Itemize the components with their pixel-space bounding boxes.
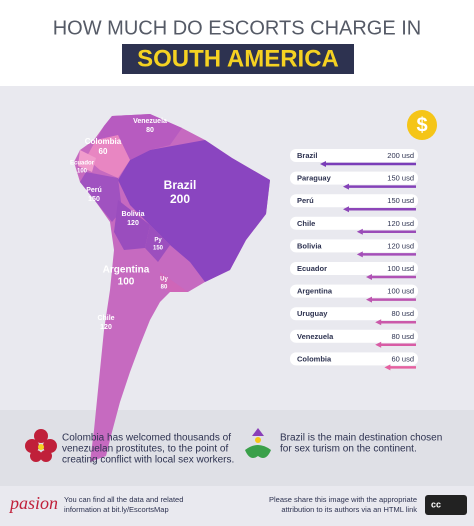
row-label: Brazil — [297, 151, 317, 160]
badge-text: $ — [416, 114, 427, 136]
mask-icon — [245, 428, 271, 458]
arrow-head — [343, 206, 349, 213]
map-label-value: 100 — [118, 277, 135, 288]
map-label-name: Bolivia — [122, 211, 145, 218]
arrow-head — [375, 341, 382, 348]
row-box — [290, 262, 418, 275]
note-line: creating conflict with local sex workers… — [62, 455, 234, 466]
note-line: venezuelan prostitutes, to the point of — [62, 444, 228, 455]
row-box — [290, 307, 418, 321]
highlight-box — [122, 44, 354, 74]
row-label: Argentina — [297, 287, 333, 296]
notes-bg — [0, 410, 474, 486]
highlight: SOUTH AMERICA — [137, 45, 339, 72]
arrow-head — [343, 183, 349, 190]
arrow-head — [375, 319, 382, 326]
map-label-value: 80 — [161, 285, 168, 291]
row-box — [290, 239, 418, 253]
logo: pasion — [8, 493, 58, 513]
footer-left: You can find all the data and related — [64, 495, 183, 504]
notch — [62, 402, 78, 410]
value-label: 60 usd — [391, 354, 414, 363]
arrow-head — [366, 296, 372, 303]
map-label-name: Venezuela — [133, 118, 167, 125]
region-peru — [80, 172, 122, 222]
region-brazil — [118, 140, 270, 282]
map — [74, 114, 270, 462]
orchid-icon — [25, 429, 57, 462]
map-label-value: 80 — [146, 127, 154, 134]
row-label: Ecuador — [297, 264, 327, 273]
map-label-value: 150 — [88, 196, 100, 203]
bar-list: Brazil 200 usd Paraguay 150 usd Perú 150 usd C… — [290, 149, 418, 371]
footer-left: information at bit.ly/EscortsMap — [64, 505, 169, 514]
value-label: 100 usd — [387, 287, 414, 296]
row-box — [290, 194, 418, 208]
arrow-head — [356, 251, 363, 258]
value-label: 200 usd — [387, 151, 414, 160]
map-label-value: 100 — [77, 169, 88, 175]
map-label-name: Brazil — [164, 178, 197, 192]
row-label: Uruguay — [297, 309, 328, 318]
arrow-head — [320, 161, 326, 167]
arrow-head — [384, 364, 391, 371]
arrow-head — [366, 274, 372, 280]
map-label-value: 120 — [100, 324, 112, 331]
notes: Colombia has welcomed thousands ofvenezu… — [62, 433, 442, 466]
footer-right: Please share this image with the appropr… — [269, 495, 417, 504]
row-box — [290, 284, 418, 298]
value-label: 120 usd — [387, 241, 414, 250]
license-badge — [425, 495, 467, 515]
row-box — [290, 216, 418, 230]
title: HOW MUCH DO ESCORTS CHARGE IN — [53, 17, 422, 39]
arrow-head — [356, 228, 363, 235]
row-label: Colombia — [297, 354, 332, 363]
region-paraguay — [145, 225, 170, 262]
note-line: Brazil is the main destination chosen — [280, 433, 442, 444]
note-line: for sex turism on the continent. — [280, 444, 417, 455]
region-bolivia — [114, 200, 150, 250]
region-ecuador — [78, 150, 96, 172]
value-label: 80 usd — [391, 332, 414, 341]
value-label: 150 usd — [387, 174, 414, 183]
row-box — [290, 329, 418, 343]
map-label-name: Ecuador — [70, 161, 95, 167]
row-label: Paraguay — [297, 174, 332, 183]
note-line: Colombia has welcomed thousands of — [62, 433, 231, 444]
map-label-name: Chile — [97, 315, 114, 322]
value-label: 120 usd — [387, 219, 414, 228]
value-label: 100 usd — [387, 264, 414, 273]
footer: You can find all the data and relatedinf… — [64, 495, 417, 514]
map-label-value: 150 — [153, 246, 164, 252]
map-label-value: 120 — [127, 220, 139, 227]
value-label: 80 usd — [391, 309, 414, 318]
badge — [407, 110, 437, 140]
row-label: Perú — [297, 196, 314, 205]
region-uruguay — [160, 272, 188, 292]
value-label: 150 usd — [387, 196, 414, 205]
row-label: Venezuela — [297, 332, 334, 341]
map-label-value: 200 — [170, 192, 190, 206]
map-label-name: Perú — [86, 187, 102, 194]
map-label-value: 60 — [99, 147, 108, 156]
region-colombia — [86, 135, 130, 178]
map-label-name: Colombia — [85, 137, 122, 146]
footer-bg — [0, 486, 474, 526]
row-box — [290, 149, 418, 162]
map-label-name: Py — [154, 238, 162, 244]
footer-right: attribution to its authors via an HTML l… — [281, 505, 417, 514]
row-label: Bolivia — [297, 241, 322, 250]
row-box — [290, 171, 418, 185]
row-label: Chile — [297, 219, 315, 228]
license: cc — [431, 499, 441, 509]
map-label-name: Argentina — [103, 265, 150, 276]
row-box — [290, 352, 418, 366]
map-label-name: Uy — [160, 277, 168, 283]
